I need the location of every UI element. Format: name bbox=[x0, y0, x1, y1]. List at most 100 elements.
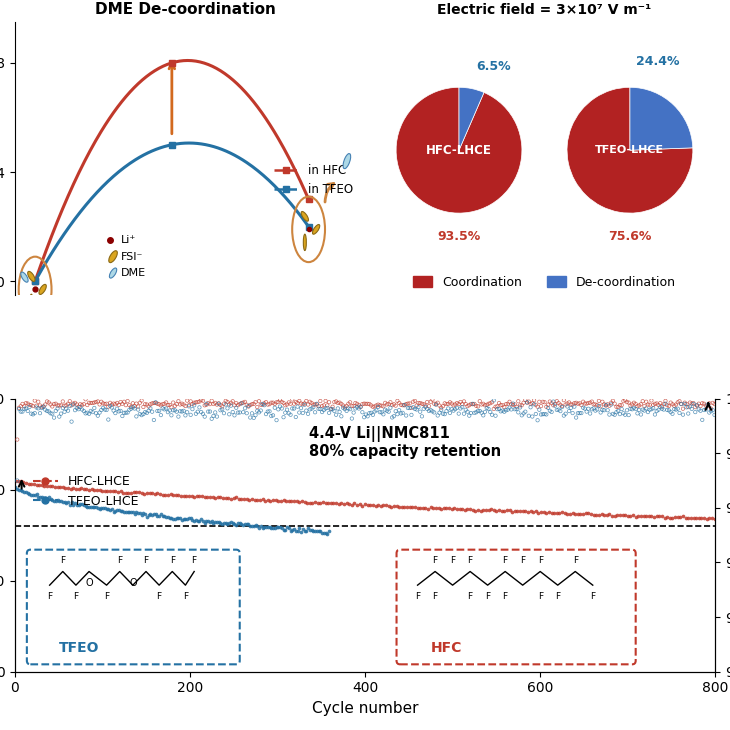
Point bbox=[581, 398, 593, 410]
Point bbox=[61, 403, 72, 415]
Point bbox=[76, 499, 88, 510]
Point bbox=[41, 396, 53, 407]
Point bbox=[139, 488, 150, 500]
Point bbox=[275, 495, 287, 507]
Point bbox=[267, 522, 279, 534]
Point bbox=[616, 399, 628, 411]
Point bbox=[211, 399, 223, 410]
Point bbox=[517, 505, 529, 517]
Point bbox=[628, 397, 639, 409]
Point bbox=[617, 510, 629, 521]
Point bbox=[686, 403, 698, 415]
Point bbox=[426, 406, 438, 418]
Point bbox=[113, 504, 125, 516]
Point bbox=[656, 403, 668, 415]
Point bbox=[96, 502, 107, 514]
Point bbox=[496, 505, 507, 517]
Point bbox=[244, 494, 256, 506]
Point bbox=[346, 499, 358, 510]
Point bbox=[561, 401, 573, 412]
Point bbox=[653, 404, 664, 415]
Point bbox=[336, 410, 347, 422]
Point bbox=[36, 402, 47, 414]
Point bbox=[92, 502, 104, 513]
Point bbox=[76, 404, 88, 415]
Point bbox=[67, 398, 79, 410]
Point bbox=[80, 393, 91, 405]
Point bbox=[529, 394, 540, 406]
Point bbox=[677, 403, 689, 415]
Point bbox=[220, 518, 231, 529]
Point bbox=[277, 524, 289, 536]
Point bbox=[122, 407, 134, 418]
Point bbox=[390, 400, 402, 412]
Point bbox=[218, 517, 230, 529]
Point bbox=[481, 399, 493, 411]
Point bbox=[171, 399, 182, 410]
Point bbox=[444, 407, 456, 419]
Point bbox=[187, 398, 199, 410]
Point bbox=[155, 399, 166, 411]
Point bbox=[288, 523, 300, 535]
Point bbox=[402, 402, 414, 414]
Point bbox=[365, 407, 377, 418]
Point bbox=[304, 396, 315, 407]
Point bbox=[556, 402, 568, 413]
Point bbox=[292, 397, 304, 409]
Point bbox=[651, 405, 663, 417]
Point bbox=[152, 510, 164, 521]
Point bbox=[529, 399, 540, 410]
Point bbox=[619, 510, 631, 521]
Point bbox=[212, 491, 223, 503]
Text: Li⁺: Li⁺ bbox=[121, 235, 137, 245]
Point bbox=[61, 399, 72, 411]
Point bbox=[426, 393, 438, 405]
Point bbox=[334, 406, 345, 418]
Point bbox=[367, 499, 379, 511]
Point bbox=[616, 403, 628, 415]
Point bbox=[507, 398, 519, 410]
Point bbox=[577, 396, 589, 407]
Point bbox=[277, 412, 289, 423]
Point bbox=[698, 398, 710, 410]
Point bbox=[393, 404, 405, 416]
Point bbox=[493, 397, 505, 409]
Text: F: F bbox=[520, 556, 526, 565]
Point bbox=[423, 405, 435, 417]
Point bbox=[460, 399, 472, 410]
Point bbox=[210, 492, 221, 504]
Point bbox=[44, 480, 55, 492]
Point bbox=[34, 479, 45, 491]
Point bbox=[115, 504, 126, 516]
Point bbox=[232, 518, 244, 529]
Point bbox=[491, 401, 503, 412]
Point bbox=[511, 403, 523, 415]
Point bbox=[599, 404, 610, 416]
Point bbox=[272, 404, 284, 415]
Point bbox=[350, 397, 361, 409]
Point bbox=[583, 397, 594, 409]
Point bbox=[474, 396, 485, 407]
Ellipse shape bbox=[28, 272, 35, 282]
Point bbox=[591, 509, 602, 520]
Point bbox=[36, 480, 47, 491]
Point bbox=[630, 511, 642, 523]
Point bbox=[493, 403, 505, 415]
Point bbox=[27, 400, 39, 412]
Point bbox=[604, 409, 615, 420]
Point bbox=[345, 396, 356, 408]
Point bbox=[48, 398, 60, 410]
Point bbox=[304, 525, 315, 537]
Ellipse shape bbox=[30, 294, 33, 311]
Point bbox=[538, 506, 550, 518]
Point bbox=[88, 402, 100, 414]
Text: F: F bbox=[572, 556, 578, 565]
Point bbox=[295, 526, 307, 538]
Point bbox=[295, 402, 307, 414]
Point bbox=[301, 525, 312, 537]
Point bbox=[62, 398, 74, 410]
Point bbox=[654, 397, 666, 409]
Point bbox=[493, 504, 505, 516]
Point bbox=[20, 403, 32, 415]
Point bbox=[614, 399, 626, 411]
